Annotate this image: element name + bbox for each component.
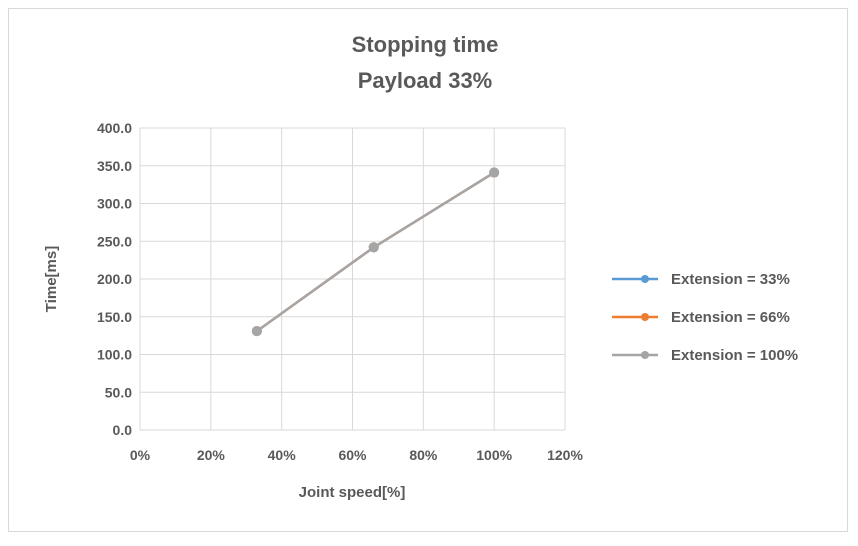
chart-frame bbox=[8, 8, 848, 532]
x-tick-label: 100% bbox=[476, 447, 512, 463]
chart-title-line1: Stopping time bbox=[352, 32, 499, 57]
x-tick-label: 80% bbox=[409, 447, 438, 463]
y-tick-label: 0.0 bbox=[113, 422, 133, 438]
legend-marker bbox=[641, 313, 649, 321]
x-tick-label: 40% bbox=[268, 447, 297, 463]
data-point bbox=[489, 167, 500, 178]
data-point bbox=[368, 242, 379, 253]
legend-marker bbox=[641, 351, 649, 359]
y-tick-label: 250.0 bbox=[97, 233, 132, 249]
y-tick-label: 100.0 bbox=[97, 347, 132, 363]
chart-title-line2: Payload 33% bbox=[358, 68, 493, 93]
y-tick-label: 350.0 bbox=[97, 158, 132, 174]
legend-label: Extension = 66% bbox=[671, 309, 790, 326]
legend-marker bbox=[641, 275, 649, 283]
x-tick-label: 60% bbox=[338, 447, 367, 463]
y-tick-label: 200.0 bbox=[97, 271, 132, 287]
data-point bbox=[251, 326, 262, 337]
y-tick-label: 300.0 bbox=[97, 196, 132, 212]
x-axis-label: Joint speed[%] bbox=[299, 484, 406, 501]
x-tick-label: 20% bbox=[197, 447, 226, 463]
legend-label: Extension = 33% bbox=[671, 271, 790, 288]
y-tick-label: 50.0 bbox=[105, 384, 132, 400]
x-tick-label: 120% bbox=[547, 447, 583, 463]
y-tick-label: 400.0 bbox=[97, 120, 132, 136]
legend: Extension = 33% Extension = 66% Extension … bbox=[612, 271, 798, 364]
y-tick-label: 150.0 bbox=[97, 309, 132, 325]
y-axis-label: Time[ms] bbox=[43, 246, 60, 312]
legend-label: Extension = 100% bbox=[671, 347, 798, 364]
x-tick-label: 0% bbox=[130, 447, 151, 463]
